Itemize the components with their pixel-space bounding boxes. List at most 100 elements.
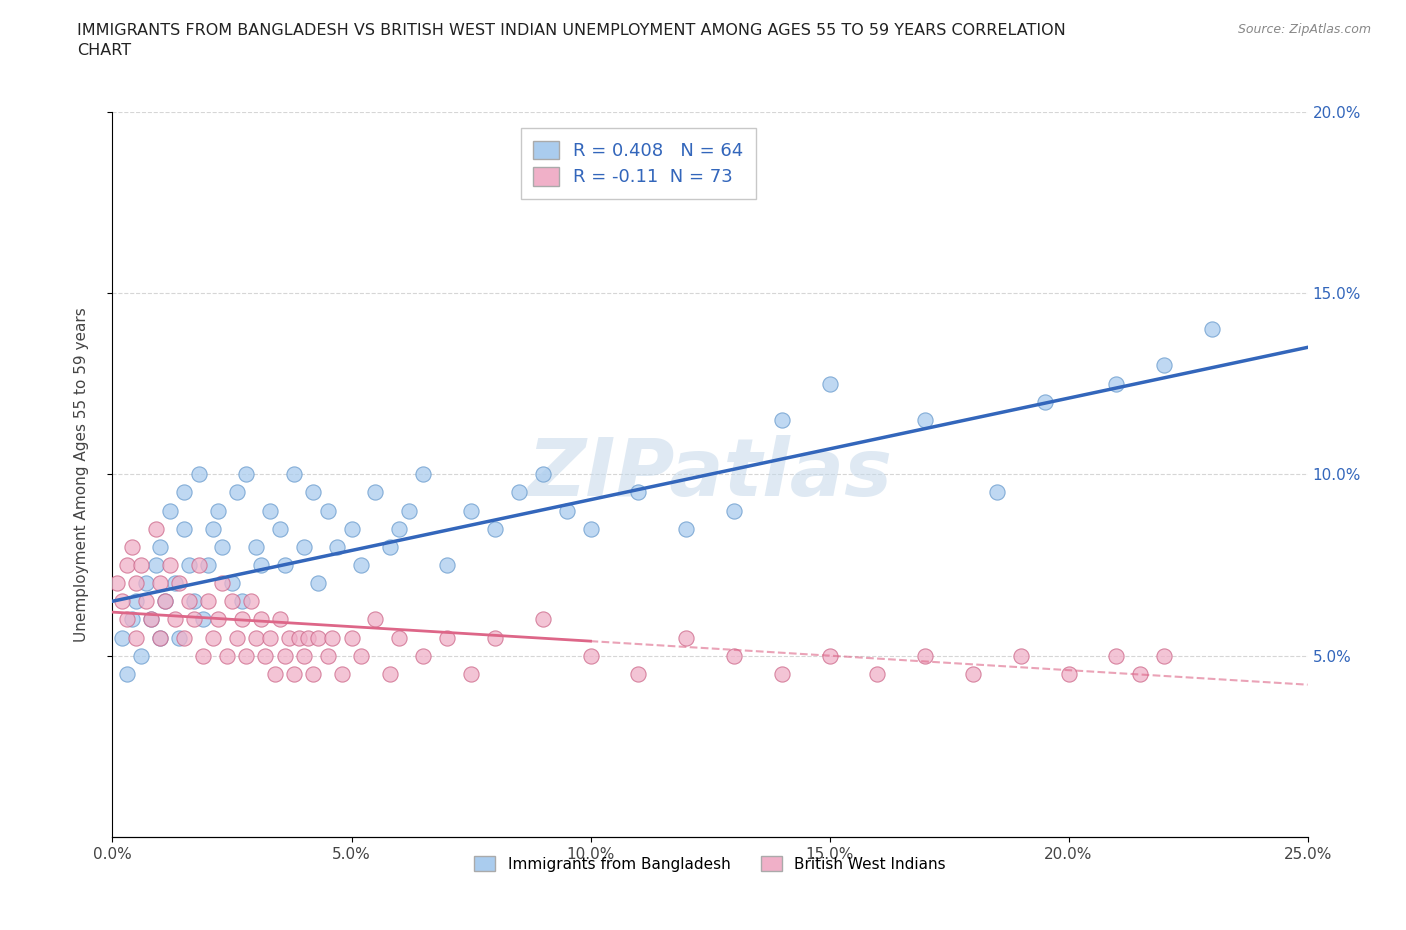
Point <box>129 648 152 663</box>
Point <box>259 503 281 518</box>
Point <box>1201 322 1223 337</box>
Point <box>364 485 387 500</box>
Point <box>1010 648 1032 663</box>
Point <box>193 612 215 627</box>
Point <box>145 558 167 573</box>
Point <box>398 503 420 518</box>
Point <box>115 612 138 627</box>
Point <box>273 558 295 573</box>
Point <box>125 576 148 591</box>
Point <box>770 413 793 428</box>
Point <box>388 521 411 536</box>
Point <box>245 539 267 554</box>
Point <box>627 485 650 500</box>
Point <box>675 521 697 536</box>
Point <box>460 667 482 682</box>
Point <box>914 648 936 663</box>
Point <box>326 539 349 554</box>
Point <box>121 539 143 554</box>
Point <box>269 612 291 627</box>
Point <box>273 648 295 663</box>
Point <box>177 594 200 609</box>
Point <box>173 521 195 536</box>
Point <box>436 558 458 573</box>
Point <box>197 558 219 573</box>
Point <box>350 558 373 573</box>
Point <box>115 667 138 682</box>
Point <box>508 485 530 500</box>
Point <box>211 539 233 554</box>
Point <box>221 576 243 591</box>
Point <box>914 413 936 428</box>
Point <box>484 631 506 645</box>
Point <box>254 648 277 663</box>
Point <box>288 631 311 645</box>
Point <box>135 576 157 591</box>
Point <box>986 485 1008 500</box>
Point <box>149 576 172 591</box>
Point <box>378 667 401 682</box>
Point <box>173 631 195 645</box>
Point <box>302 485 325 500</box>
Point <box>1153 648 1175 663</box>
Point <box>555 503 578 518</box>
Point <box>1033 394 1056 409</box>
Point <box>187 558 209 573</box>
Point <box>412 467 434 482</box>
Point <box>149 631 172 645</box>
Point <box>163 612 186 627</box>
Point <box>149 539 172 554</box>
Point <box>292 648 315 663</box>
Point <box>1057 667 1080 682</box>
Point <box>183 612 205 627</box>
Point <box>225 485 247 500</box>
Point <box>579 648 602 663</box>
Point <box>307 576 329 591</box>
Point <box>531 467 554 482</box>
Point <box>139 612 162 627</box>
Point <box>259 631 281 645</box>
Point <box>193 648 215 663</box>
Point <box>153 594 176 609</box>
Point <box>159 558 181 573</box>
Point <box>340 631 363 645</box>
Text: IMMIGRANTS FROM BANGLADESH VS BRITISH WEST INDIAN UNEMPLOYMENT AMONG AGES 55 TO : IMMIGRANTS FROM BANGLADESH VS BRITISH WE… <box>77 23 1066 58</box>
Point <box>139 612 162 627</box>
Text: ZIPatlas: ZIPatlas <box>527 435 893 513</box>
Point <box>125 631 148 645</box>
Point <box>484 521 506 536</box>
Point <box>225 631 247 645</box>
Point <box>111 631 134 645</box>
Point <box>169 576 191 591</box>
Point <box>231 594 253 609</box>
Point <box>321 631 343 645</box>
Point <box>460 503 482 518</box>
Point <box>149 631 172 645</box>
Point <box>121 612 143 627</box>
Point <box>197 594 219 609</box>
Point <box>364 612 387 627</box>
Point <box>264 667 287 682</box>
Point <box>1105 377 1128 392</box>
Point <box>187 467 209 482</box>
Legend: Immigrants from Bangladesh, British West Indians: Immigrants from Bangladesh, British West… <box>461 844 959 883</box>
Point <box>307 631 329 645</box>
Point <box>340 521 363 536</box>
Point <box>201 631 224 645</box>
Point <box>531 612 554 627</box>
Y-axis label: Unemployment Among Ages 55 to 59 years: Unemployment Among Ages 55 to 59 years <box>75 307 89 642</box>
Point <box>292 539 315 554</box>
Point <box>316 648 339 663</box>
Point <box>145 521 167 536</box>
Point <box>159 503 181 518</box>
Point <box>221 594 243 609</box>
Point <box>723 503 745 518</box>
Point <box>1105 648 1128 663</box>
Point <box>207 503 229 518</box>
Point <box>378 539 401 554</box>
Point <box>283 667 305 682</box>
Point <box>278 631 301 645</box>
Point <box>302 667 325 682</box>
Point <box>330 667 353 682</box>
Point <box>125 594 148 609</box>
